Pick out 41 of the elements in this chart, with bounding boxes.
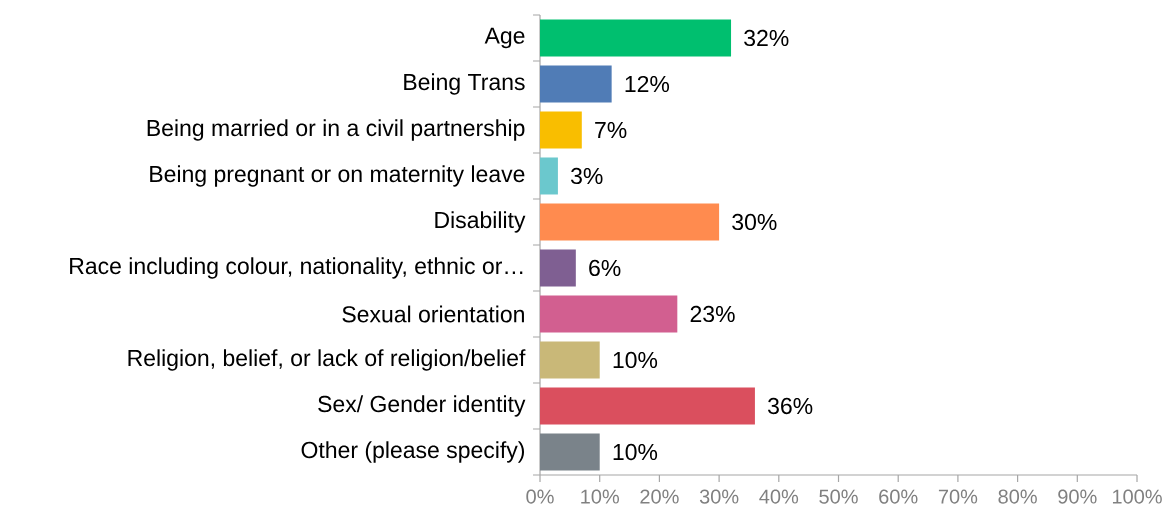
x-tick-label: 70% xyxy=(938,489,978,504)
data-label: 32% xyxy=(744,29,789,47)
data-label: 6% xyxy=(589,259,621,277)
x-tick-label: 30% xyxy=(699,489,739,504)
bar xyxy=(540,295,678,333)
y-tick-label: Age xyxy=(484,27,525,49)
x-tick-label: 50% xyxy=(819,489,858,504)
y-tick-label: Being Trans xyxy=(404,73,525,95)
y-tick-label: Being pregnant or on maternity leave xyxy=(150,165,525,187)
x-tick-label: 40% xyxy=(759,489,799,504)
y-tick-label: Disability xyxy=(435,211,526,233)
bar xyxy=(540,249,576,287)
y-tick-label: Being married or in a civil partnership xyxy=(147,119,525,141)
data-label: 23% xyxy=(690,305,735,323)
bar xyxy=(540,433,600,471)
data-label: 30% xyxy=(732,213,777,231)
bar xyxy=(540,19,732,57)
data-label: 7% xyxy=(595,121,627,139)
bar xyxy=(540,65,612,103)
bar xyxy=(540,341,600,379)
y-tick-label: Religion, belief, or lack of religion/belief xyxy=(128,349,526,371)
bar xyxy=(540,387,755,425)
x-tick-label: 90% xyxy=(1058,489,1097,504)
x-tick-label: 100% xyxy=(1112,489,1162,504)
y-tick-label: Sex/ Gender identity xyxy=(318,395,526,417)
x-tick-label: 60% xyxy=(879,489,918,504)
x-tick-label: 10% xyxy=(581,489,620,504)
bar xyxy=(540,157,558,195)
x-tick-label: 80% xyxy=(998,489,1037,504)
y-tick-label: Other (please specify) xyxy=(301,441,525,463)
y-tick-label: Sexual orientation xyxy=(342,305,524,323)
x-tick-label: 0% xyxy=(526,489,554,504)
x-tick-label: 20% xyxy=(640,489,679,504)
data-label: 12% xyxy=(625,75,670,93)
data-label: 10% xyxy=(613,351,658,369)
bar xyxy=(540,111,582,149)
data-label: 36% xyxy=(768,397,813,415)
bar xyxy=(540,203,720,241)
data-label: 10% xyxy=(613,443,658,461)
y-tick-label: Race including colour, nationality, ethnic or… xyxy=(70,257,523,279)
data-label: 3% xyxy=(570,167,603,185)
